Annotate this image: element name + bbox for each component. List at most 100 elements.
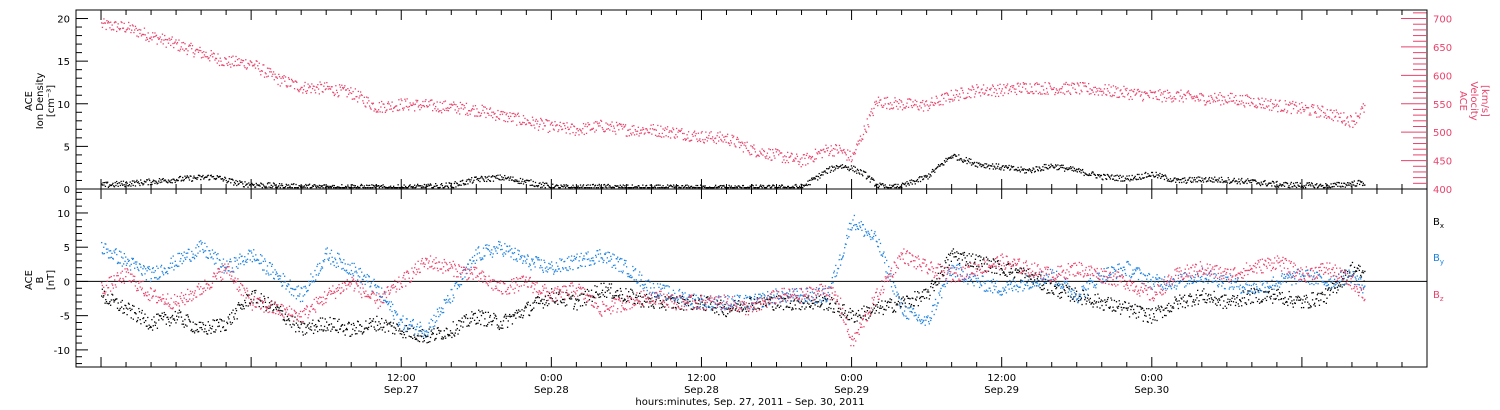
series-bx-point [248, 294, 250, 296]
density-point [811, 178, 814, 181]
velocity-point [1133, 88, 1136, 91]
series-bx-point [228, 318, 230, 320]
series-bx-point [868, 317, 870, 319]
velocity-point [292, 81, 294, 83]
density-point [1005, 165, 1007, 167]
density-point [538, 182, 540, 185]
series-bx-point [537, 295, 539, 298]
velocity-point [1199, 99, 1202, 101]
series-bx-point [893, 309, 895, 311]
density-point [354, 185, 357, 187]
density-point [898, 187, 900, 189]
series-bx-point [458, 319, 460, 322]
density-point [909, 179, 911, 182]
velocity-point [275, 76, 278, 78]
series-bx-point [737, 303, 739, 305]
series-bx-point [307, 323, 309, 326]
density-point [1059, 164, 1061, 167]
velocity-point [173, 42, 176, 44]
density-point [730, 185, 733, 187]
velocity-point [169, 39, 171, 41]
density-point [1054, 164, 1057, 166]
series-bx-point [449, 334, 451, 337]
velocity-point [865, 130, 867, 132]
series-bx-point [919, 296, 922, 298]
series-bx-point [932, 283, 935, 286]
velocity-point [711, 136, 714, 138]
velocity-point [838, 144, 841, 147]
velocity-point [1295, 105, 1298, 107]
series-bx-point [910, 305, 912, 307]
velocity-point [1240, 103, 1242, 105]
velocity-point [762, 154, 764, 156]
velocity-point [234, 60, 236, 62]
series-bx-point [771, 297, 773, 299]
series-bx-point [961, 259, 964, 261]
density-point [320, 185, 322, 187]
velocity-point [931, 97, 933, 99]
series-bx-point [923, 289, 925, 291]
series-bx-point [278, 307, 280, 309]
velocity-point [1298, 110, 1300, 112]
series-bx-point [952, 253, 954, 255]
velocity-point [1268, 109, 1271, 111]
density-point [1331, 186, 1333, 188]
velocity-point [768, 148, 770, 150]
density-point [1078, 167, 1080, 170]
series-bx-point [889, 298, 891, 300]
velocity-point [116, 30, 118, 33]
velocity-point [653, 129, 655, 131]
velocity-point [558, 129, 560, 131]
density-point [1082, 171, 1085, 173]
series-bx-point [727, 308, 730, 310]
velocity-point [1223, 96, 1226, 98]
density-point [240, 181, 242, 183]
density-point [331, 185, 333, 187]
velocity-point [1106, 94, 1108, 96]
series-bx-point [742, 309, 744, 311]
series-bx-point [943, 274, 945, 277]
velocity-point [1000, 92, 1002, 94]
density-point [311, 186, 313, 189]
density-point [104, 181, 106, 184]
series-bx-point [687, 298, 689, 301]
velocity-point [350, 87, 352, 89]
velocity-point [1125, 89, 1127, 92]
series-bx-point [159, 315, 161, 317]
density-point [1019, 171, 1021, 173]
density-point [1113, 175, 1115, 177]
density-point [510, 176, 512, 178]
velocity-point [824, 151, 826, 153]
velocity-point [1292, 108, 1295, 110]
density-point [950, 157, 952, 159]
velocity-point [807, 163, 809, 165]
series-bx-point [125, 305, 127, 307]
density-point [899, 185, 901, 188]
density-point [973, 162, 975, 164]
density-point [1058, 167, 1061, 170]
density-point [413, 187, 415, 189]
density-point [348, 187, 350, 189]
density-point [1106, 178, 1108, 181]
velocity-point [919, 101, 922, 104]
density-point [1145, 176, 1148, 178]
velocity-point [351, 98, 353, 100]
series-bx-point [219, 318, 221, 320]
density-point [1120, 180, 1122, 182]
density-point [1317, 186, 1319, 188]
velocity-point [761, 148, 763, 150]
density-point [991, 163, 994, 165]
velocity-point [380, 106, 382, 108]
velocity-point [661, 132, 663, 135]
series-bx-point [804, 308, 806, 310]
velocity-point [1300, 112, 1302, 114]
velocity-point [1020, 91, 1022, 93]
velocity-point [534, 127, 536, 129]
density-point [994, 166, 996, 168]
series-bx-point [270, 300, 273, 302]
velocity-point [834, 148, 836, 150]
velocity-point [1141, 91, 1143, 93]
velocity-point [818, 151, 820, 153]
series-bx-point [487, 311, 489, 314]
density-point [798, 187, 800, 189]
